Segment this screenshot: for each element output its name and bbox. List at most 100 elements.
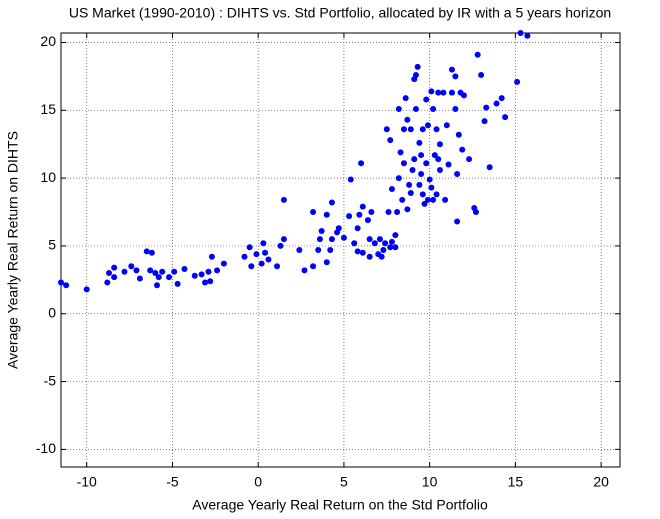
point xyxy=(388,185,395,192)
point xyxy=(388,238,395,245)
point xyxy=(424,196,431,203)
point xyxy=(335,225,342,232)
point xyxy=(454,171,461,178)
point xyxy=(404,116,411,123)
point xyxy=(376,236,383,243)
point xyxy=(498,95,505,102)
point xyxy=(400,126,407,133)
point xyxy=(481,118,488,125)
point xyxy=(395,175,402,182)
point xyxy=(368,209,375,216)
point xyxy=(502,114,509,121)
point xyxy=(154,282,161,289)
point xyxy=(277,242,284,249)
point xyxy=(448,89,455,96)
point xyxy=(483,104,490,111)
point xyxy=(260,240,267,247)
point xyxy=(152,270,159,277)
point xyxy=(327,247,334,253)
x-tick-label: 0 xyxy=(254,474,262,490)
y-tick-label: 20 xyxy=(40,33,56,49)
point xyxy=(214,267,221,274)
point xyxy=(433,126,440,133)
point xyxy=(514,78,521,85)
point xyxy=(385,209,392,216)
point xyxy=(220,260,227,267)
point xyxy=(387,137,394,144)
point xyxy=(181,265,188,272)
point xyxy=(104,279,111,286)
point xyxy=(430,105,437,112)
point xyxy=(265,256,272,263)
point xyxy=(426,176,433,183)
point xyxy=(83,286,90,293)
point xyxy=(418,171,425,178)
point xyxy=(460,92,467,99)
point xyxy=(433,191,440,198)
point xyxy=(435,156,442,163)
point xyxy=(121,268,128,275)
point xyxy=(474,51,481,58)
point xyxy=(459,146,466,153)
point xyxy=(407,126,414,133)
point xyxy=(159,268,166,275)
point xyxy=(191,272,198,279)
point xyxy=(416,181,423,188)
point xyxy=(366,236,373,243)
point xyxy=(198,271,205,278)
point xyxy=(428,88,435,95)
point xyxy=(202,279,209,286)
x-tick-label: -5 xyxy=(166,474,179,490)
point xyxy=(445,161,452,168)
point xyxy=(478,72,485,79)
y-tick-label: -5 xyxy=(44,372,57,388)
point xyxy=(111,264,118,271)
point xyxy=(442,196,449,203)
point xyxy=(423,96,430,103)
point xyxy=(58,279,64,286)
point xyxy=(359,249,366,256)
point xyxy=(318,228,325,235)
point xyxy=(315,247,322,253)
point xyxy=(248,263,255,270)
point xyxy=(174,280,181,287)
point xyxy=(452,105,459,112)
point xyxy=(166,274,173,281)
point xyxy=(466,156,473,163)
y-tick-label: -10 xyxy=(36,440,56,456)
point xyxy=(155,274,162,281)
point xyxy=(323,211,330,218)
y-tick-label: 10 xyxy=(40,169,56,185)
point xyxy=(400,160,407,167)
point xyxy=(409,166,416,173)
point xyxy=(448,66,455,73)
point xyxy=(205,268,212,275)
point xyxy=(436,166,443,173)
point xyxy=(351,240,358,247)
point xyxy=(399,196,406,203)
point xyxy=(412,105,419,112)
point xyxy=(111,274,118,281)
point xyxy=(428,184,435,191)
point xyxy=(402,95,409,102)
point xyxy=(392,232,399,239)
point xyxy=(253,251,260,258)
plot-frame xyxy=(60,32,621,468)
point xyxy=(423,160,430,167)
point xyxy=(419,126,426,133)
point xyxy=(382,240,389,247)
point xyxy=(524,32,531,39)
point xyxy=(133,267,140,274)
point xyxy=(356,211,363,218)
x-tick-label: 5 xyxy=(340,474,348,490)
point xyxy=(258,260,265,267)
point xyxy=(262,249,269,256)
point xyxy=(418,152,425,159)
point xyxy=(147,267,154,274)
point xyxy=(354,225,361,232)
point xyxy=(364,217,371,224)
x-tick-label: 20 xyxy=(593,474,609,490)
point xyxy=(280,196,287,203)
